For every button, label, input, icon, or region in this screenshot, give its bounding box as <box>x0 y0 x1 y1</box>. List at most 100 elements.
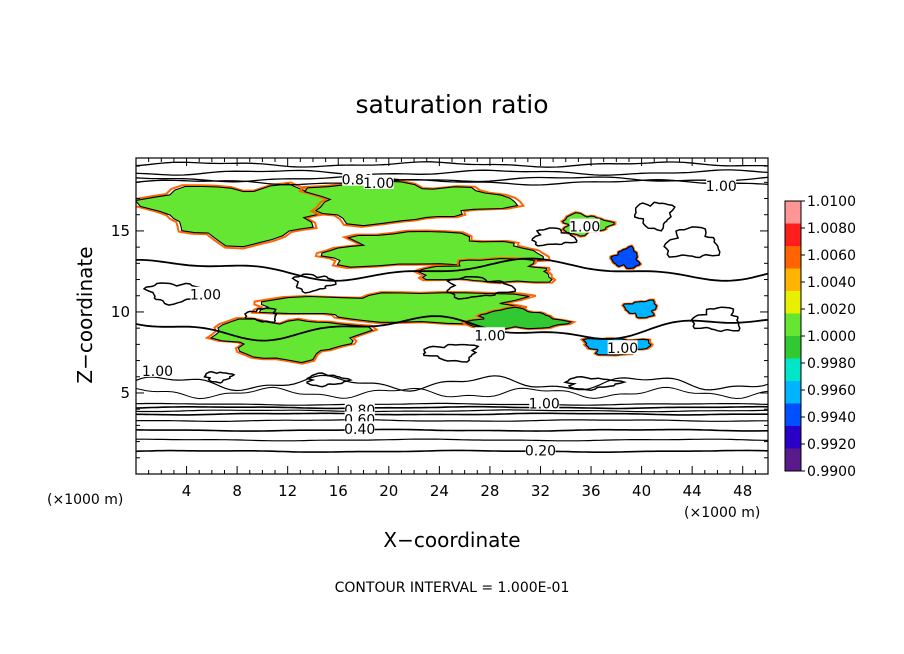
colorbar-label: 1.0000 <box>807 329 856 345</box>
contour-line <box>136 386 768 400</box>
contour-line <box>136 315 768 342</box>
moist-region-halo <box>136 181 352 250</box>
contour-label: 0.20 <box>525 443 556 459</box>
contour-label-backdrop <box>569 218 600 233</box>
contour-label-backdrop <box>363 174 394 189</box>
x-tick-label: 24 <box>430 482 449 500</box>
contour-label: 1.00 <box>569 220 600 236</box>
x-tick-label: 40 <box>632 482 651 500</box>
x-tick-label: 4 <box>182 482 192 500</box>
contour-line <box>136 409 768 413</box>
colorbar-label: 0.9960 <box>807 383 856 399</box>
moist-region <box>622 299 658 319</box>
colorbar-label: 1.0020 <box>807 302 856 318</box>
colorbar-segment <box>785 313 801 336</box>
contour-line <box>136 405 768 410</box>
contour-label-backdrop <box>474 327 505 342</box>
contour-label-backdrop <box>607 340 638 355</box>
contour-cell <box>563 376 627 392</box>
contour-label-backdrop <box>190 286 221 301</box>
colorbar-segment <box>785 246 801 269</box>
contour-cell <box>291 273 337 294</box>
y-tick-label: 15 <box>111 222 130 240</box>
contour-line <box>136 449 768 453</box>
contour-label: 0.40 <box>344 422 375 438</box>
contour-cell <box>663 226 721 259</box>
contour-label: 1.00 <box>706 179 737 195</box>
contour-line <box>136 438 768 442</box>
colorbar-segment <box>785 201 801 224</box>
x-tick-label: 28 <box>480 482 499 500</box>
contour-label: 1.00 <box>474 328 505 344</box>
x-unit-left: (×1000 m) <box>47 492 123 508</box>
y-axis: 5 10 15 <box>111 165 768 459</box>
contour-label: 1.00 <box>529 396 560 412</box>
contour-label: 1.00 <box>363 176 394 192</box>
colorbar-segment <box>785 358 801 381</box>
contour-line <box>136 257 768 282</box>
contour-cell <box>690 306 741 333</box>
x-unit-right: (×1000 m) <box>684 505 760 521</box>
contour-line <box>136 175 768 183</box>
contour-label-backdrop <box>529 395 560 410</box>
contour-cell <box>305 372 353 388</box>
x-axis-label: X−coordinate <box>383 528 520 552</box>
contour-label-backdrop <box>525 442 556 457</box>
colorbar: 1.0100 1.0080 1.0060 1.0040 1.0020 1.0000 0.99… <box>784 194 856 480</box>
contour-line <box>136 169 768 176</box>
contour-cell <box>142 282 205 306</box>
colorbar-label: 0.9940 <box>807 410 856 426</box>
colorbar-segment <box>785 223 801 246</box>
contour-cell <box>244 307 278 323</box>
contour-line <box>136 402 768 406</box>
moist-region <box>303 179 519 227</box>
x-tick-label: 12 <box>278 482 297 500</box>
colorbar-label: 1.0060 <box>807 248 856 264</box>
contour-cell <box>445 275 517 300</box>
colorbar-segment <box>785 336 801 359</box>
contour-interval-footer: CONTOUR INTERVAL = 1.000E-01 <box>335 580 570 596</box>
contour-cell <box>531 227 578 247</box>
colorbar-label: 0.9980 <box>807 356 856 372</box>
colorbar-label: 0.9920 <box>807 437 856 453</box>
contour-line <box>136 419 768 422</box>
x-axis: 4 8 12 16 20 24 28 32 36 40 44 48 <box>148 158 756 500</box>
contour-cell <box>203 371 236 384</box>
moist-region <box>209 318 374 364</box>
contour-cell <box>422 343 480 363</box>
x-tick-label: 32 <box>531 482 550 500</box>
y-tick-label: 5 <box>120 384 130 402</box>
contour-label: 1.00 <box>142 364 173 380</box>
y-axis-label: Z−coordinate <box>73 246 97 383</box>
moist-region <box>610 245 642 270</box>
colorbar-segment <box>785 291 801 314</box>
colorbar-segment <box>785 381 801 404</box>
contour-label-backdrop <box>142 362 173 377</box>
colorbar-segment <box>785 448 801 471</box>
x-tick-label: 20 <box>379 482 398 500</box>
y-tick-label: 10 <box>111 303 130 321</box>
moist-region <box>463 306 573 331</box>
contour-line <box>136 412 768 416</box>
contour-label-backdrop <box>344 421 375 436</box>
x-tick-label: 16 <box>329 482 348 500</box>
contour-cell <box>633 201 676 232</box>
colorbar-segment <box>785 403 801 426</box>
colorbar-label: 1.0100 <box>807 194 856 210</box>
x-tick-label: 44 <box>683 482 702 500</box>
colorbar-label: 0.9900 <box>807 464 856 480</box>
contour-line <box>136 374 768 392</box>
colorbar-label: 1.0080 <box>807 221 856 237</box>
colorbar-label: 1.0040 <box>807 275 856 291</box>
contour-line <box>136 161 768 168</box>
chart-title: saturation ratio <box>355 90 548 119</box>
contour-labels: 0.801.00 1.001.001.001.001.001.001.000.80… <box>142 171 737 459</box>
x-tick-label: 36 <box>581 482 600 500</box>
contour-label: 1.00 <box>190 288 221 304</box>
x-tick-label: 48 <box>733 482 752 500</box>
x-tick-label: 8 <box>232 482 242 500</box>
contour-label: 1.00 <box>607 341 638 357</box>
contour-label-backdrop <box>706 178 737 193</box>
colorbar-segment <box>785 268 801 291</box>
